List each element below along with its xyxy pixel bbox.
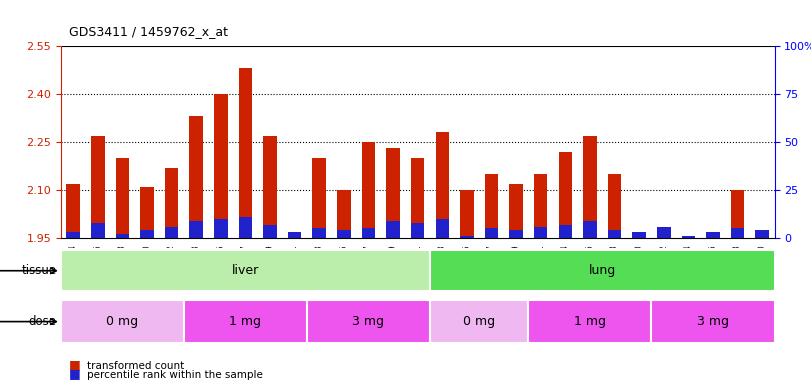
Bar (91, 136, 105, 238)
Bar (214, 219, 228, 238)
Bar (67, 232, 80, 238)
Bar (657, 237, 671, 238)
Text: ■: ■ (69, 358, 80, 371)
Bar (61, 300, 184, 343)
Bar (460, 190, 474, 238)
Text: ■: ■ (69, 367, 80, 380)
Bar (91, 223, 105, 238)
Text: 3 mg: 3 mg (353, 315, 384, 328)
Bar (583, 136, 597, 238)
Bar (362, 228, 375, 238)
Text: 3 mg: 3 mg (697, 315, 729, 328)
Bar (312, 158, 326, 238)
Bar (657, 227, 671, 238)
Bar (288, 232, 302, 238)
Bar (165, 168, 178, 238)
Bar (607, 230, 621, 238)
Bar (430, 250, 775, 291)
Bar (559, 152, 572, 238)
Bar (116, 234, 129, 238)
Bar (607, 174, 621, 238)
Text: percentile rank within the sample: percentile rank within the sample (87, 370, 263, 380)
Bar (485, 228, 498, 238)
Bar (633, 232, 646, 238)
Bar (238, 68, 252, 238)
Bar (559, 225, 572, 238)
Bar (312, 228, 326, 238)
Bar (509, 230, 523, 238)
Bar (288, 233, 302, 238)
Bar (307, 300, 430, 343)
Bar (755, 230, 769, 238)
Text: tissue: tissue (22, 264, 57, 277)
Bar (509, 184, 523, 238)
Bar (190, 116, 203, 238)
Bar (534, 227, 547, 238)
Bar (731, 190, 744, 238)
Bar (165, 227, 178, 238)
Text: 1 mg: 1 mg (574, 315, 606, 328)
Bar (140, 187, 154, 238)
Bar (190, 221, 203, 238)
Text: liver: liver (232, 264, 259, 277)
Bar (264, 225, 277, 238)
Bar (731, 228, 744, 238)
Bar (633, 232, 646, 238)
Text: transformed count: transformed count (87, 361, 184, 371)
Bar (681, 237, 695, 238)
Bar (755, 230, 769, 238)
Bar (337, 190, 350, 238)
Bar (411, 223, 424, 238)
Text: 0 mg: 0 mg (463, 315, 496, 328)
Bar (214, 94, 228, 238)
Bar (337, 230, 350, 238)
Bar (681, 236, 695, 238)
Bar (706, 232, 719, 238)
Bar (651, 300, 775, 343)
Bar (411, 158, 424, 238)
Text: 1 mg: 1 mg (230, 315, 261, 328)
Bar (264, 136, 277, 238)
Bar (386, 149, 400, 238)
Bar (238, 217, 252, 238)
Bar (436, 219, 449, 238)
Bar (67, 184, 80, 238)
Bar (430, 300, 529, 343)
Bar (362, 142, 375, 238)
Bar (140, 230, 154, 238)
Bar (436, 132, 449, 238)
Bar (184, 300, 307, 343)
Text: 0 mg: 0 mg (106, 315, 139, 328)
Bar (61, 250, 430, 291)
Text: lung: lung (589, 264, 616, 277)
Bar (386, 221, 400, 238)
Bar (583, 221, 597, 238)
Text: dose: dose (28, 315, 57, 328)
Bar (534, 174, 547, 238)
Bar (529, 300, 651, 343)
Bar (485, 174, 498, 238)
Text: GDS3411 / 1459762_x_at: GDS3411 / 1459762_x_at (69, 25, 228, 38)
Bar (460, 236, 474, 238)
Bar (706, 232, 719, 238)
Bar (116, 158, 129, 238)
